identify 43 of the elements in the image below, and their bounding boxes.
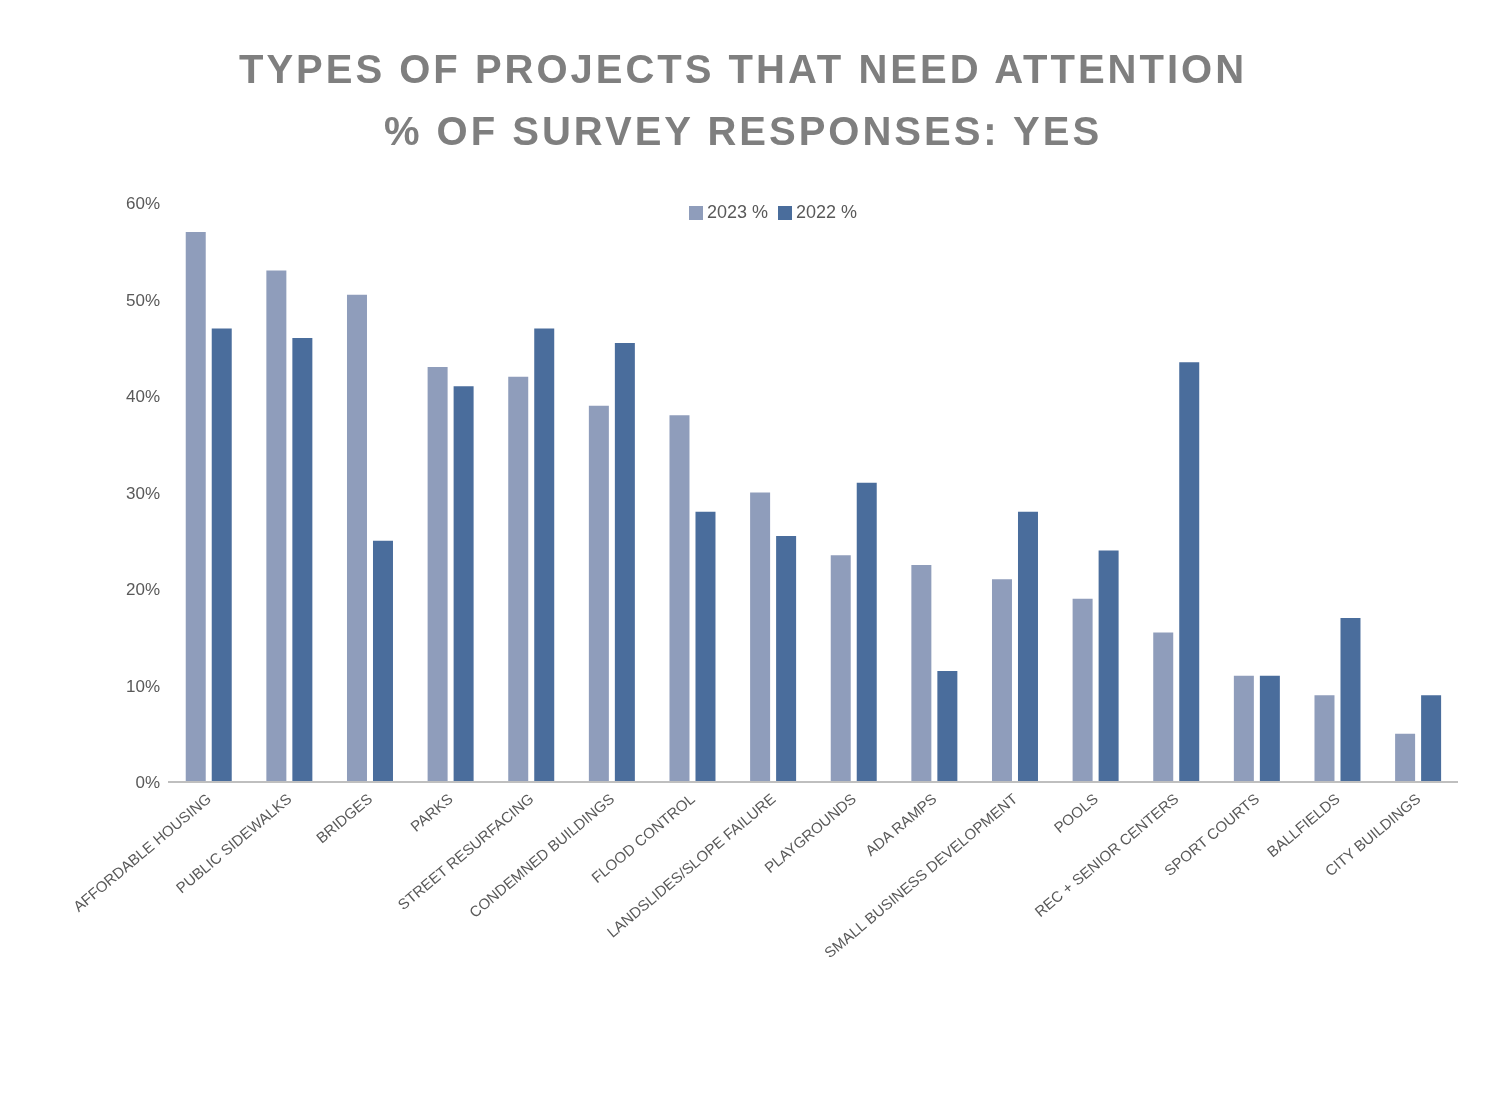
bar	[1017, 511, 1038, 782]
y-tick-label: 20%	[125, 580, 160, 600]
bar	[508, 376, 529, 782]
legend-label: 2022 %	[796, 202, 858, 222]
bar	[292, 338, 313, 782]
bar	[1259, 675, 1280, 782]
y-tick-label: 60%	[125, 194, 160, 214]
bar	[1098, 550, 1119, 782]
bar	[614, 342, 635, 782]
bar	[1314, 695, 1335, 782]
y-tick-label: 30%	[125, 483, 160, 503]
y-tick-label: 40%	[125, 387, 160, 407]
bar	[427, 367, 448, 782]
chart-title: TYPES OF PROJECTS THAT NEED ATTENTION	[237, 46, 1249, 93]
y-tick-label: 0%	[135, 773, 160, 793]
bar	[372, 540, 393, 782]
bar	[453, 386, 474, 782]
bar	[588, 405, 609, 782]
bar	[1421, 695, 1442, 782]
bar	[1153, 632, 1174, 782]
bar	[856, 482, 877, 782]
bar	[1340, 617, 1361, 782]
bar	[211, 328, 232, 782]
bar	[991, 579, 1012, 782]
bar	[266, 270, 287, 782]
y-tick-label: 10%	[125, 676, 160, 696]
bar	[1072, 598, 1093, 782]
bar	[937, 671, 958, 782]
bar	[1395, 733, 1416, 782]
chart-subtitle: % OF SURVEY RESPONSES: YES	[382, 108, 1104, 155]
bar	[1233, 675, 1254, 782]
bar	[776, 535, 797, 782]
bar	[911, 564, 932, 782]
bar	[1179, 362, 1200, 782]
bar	[750, 492, 771, 782]
y-tick-label: 50%	[125, 290, 160, 310]
bar	[346, 294, 367, 782]
bar	[695, 511, 716, 782]
legend-label: 2023 %	[706, 202, 768, 222]
bar	[185, 231, 206, 782]
bar	[534, 328, 555, 782]
bar	[830, 555, 851, 782]
bar	[669, 415, 690, 782]
